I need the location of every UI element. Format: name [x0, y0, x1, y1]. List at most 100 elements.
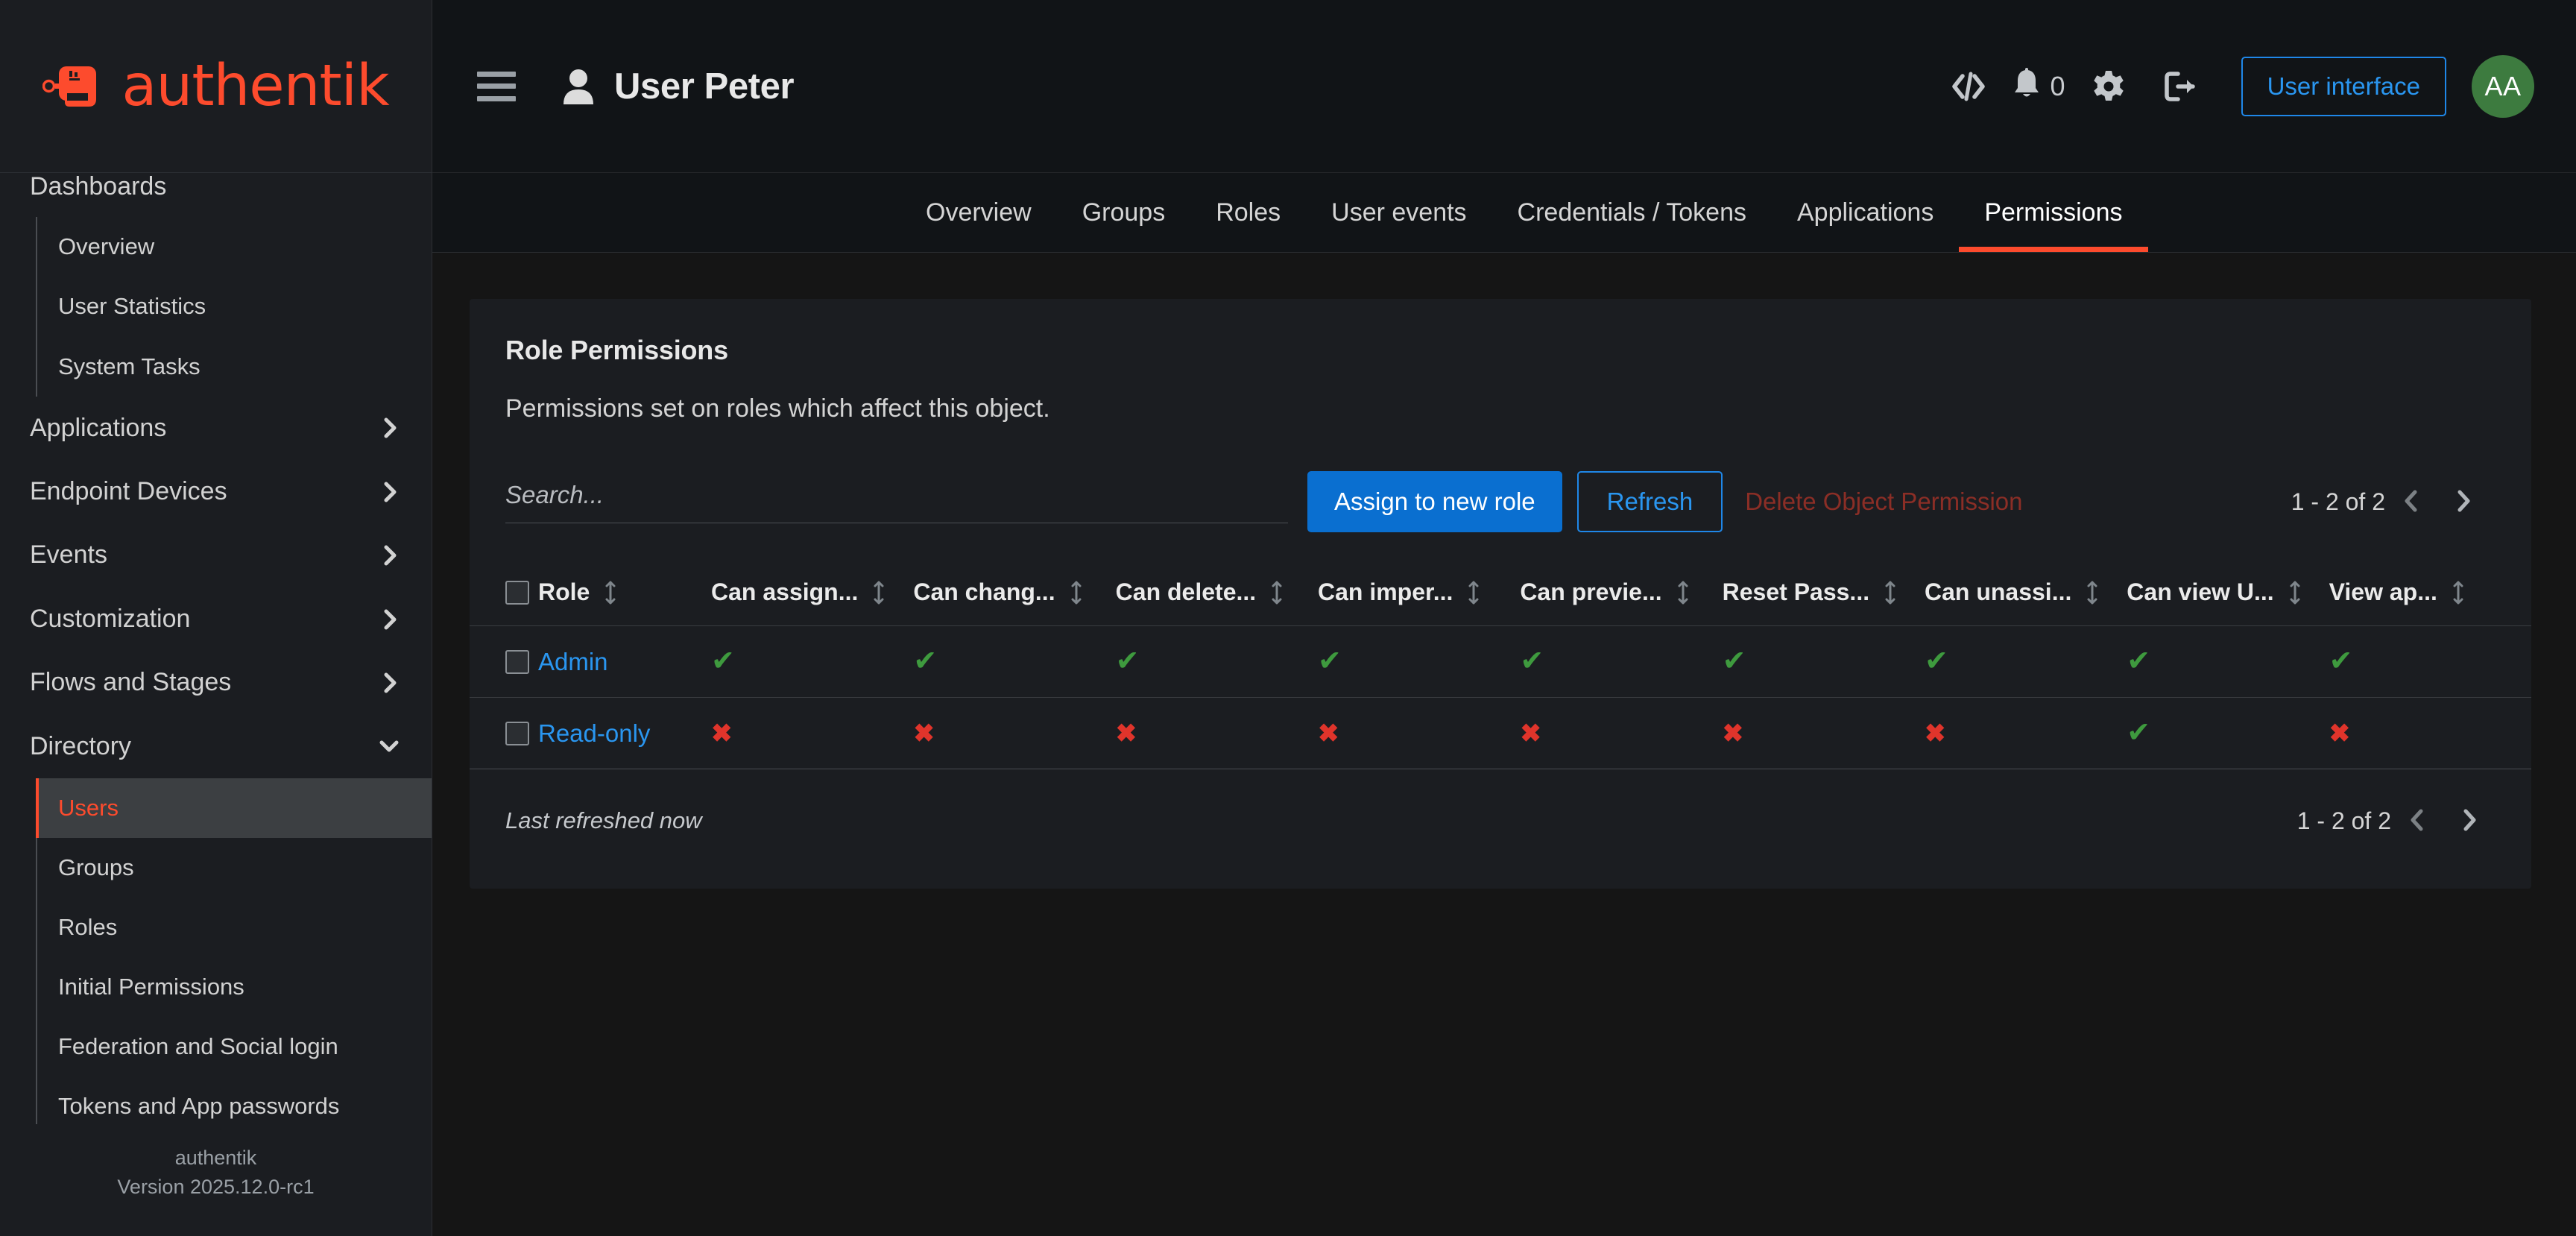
top-pagination-prev[interactable]: [2385, 476, 2437, 528]
authentik-logo-icon: [42, 66, 97, 107]
bell-notification-icon: [2012, 67, 2042, 105]
sort-arrows-icon[interactable]: [1883, 580, 1898, 605]
sort-arrows-icon[interactable]: [2288, 580, 2302, 605]
notifications-button[interactable]: 0: [2004, 67, 2073, 105]
checkbox-unchecked-icon[interactable]: [505, 580, 529, 605]
table-row[interactable]: Admin ✔ ✔ ✔ ✔ ✔ ✔ ✔ ✔ ✔: [470, 625, 2531, 698]
logout-icon[interactable]: [2144, 51, 2216, 122]
check-icon: ✔: [1722, 646, 1746, 677]
role-link[interactable]: Read-only: [538, 719, 651, 747]
sort-arrows-icon[interactable]: [1269, 580, 1284, 605]
sidebar-group-customization-label: Customization: [30, 604, 191, 633]
bottom-pagination-prev[interactable]: [2391, 795, 2443, 847]
sidebar-group-directory-label: Directory: [30, 731, 132, 760]
tab-credentials-tokens[interactable]: Credentials / Tokens: [1517, 198, 1746, 227]
column-header-can-preview[interactable]: Can previe...: [1520, 559, 1723, 626]
top-pagination-next[interactable]: [2437, 476, 2490, 528]
sidebar-item-system-tasks[interactable]: System Tasks: [58, 353, 201, 379]
main-region: User Peter: [432, 0, 2576, 1236]
sidebar-subnav-directory: Users Groups Roles Initial Permissions F…: [36, 778, 432, 1124]
column-header-can-impersonate[interactable]: Can imper...: [1317, 559, 1521, 626]
cross-icon: ✖: [2329, 719, 2351, 748]
sort-arrows-icon[interactable]: [603, 580, 618, 605]
sidebar-group-customization[interactable]: Customization: [0, 587, 432, 651]
column-header-can-impersonate-label: Can imper...: [1317, 578, 1453, 605]
tab-groups[interactable]: Groups: [1082, 198, 1166, 227]
sidebar-group-events[interactable]: Events: [0, 523, 432, 587]
tab-roles[interactable]: Roles: [1216, 198, 1281, 227]
sort-arrows-icon[interactable]: [1676, 580, 1690, 605]
checkbox-unchecked-icon[interactable]: [505, 649, 529, 674]
card-title: Role Permissions: [505, 335, 728, 365]
user-avatar-icon: [564, 69, 593, 104]
column-header-can-change-label: Can chang...: [913, 578, 1055, 605]
brand-name: authentik: [121, 53, 389, 119]
sidebar-item-roles[interactable]: Roles: [58, 914, 118, 941]
sort-arrows-icon[interactable]: [2085, 580, 2100, 605]
cross-icon: ✖: [711, 719, 733, 748]
sidebar-group-applications[interactable]: Applications: [0, 397, 432, 460]
column-header-can-delete[interactable]: Can delete...: [1115, 559, 1318, 626]
brand-header[interactable]: authentik: [0, 0, 432, 173]
code-brackets-icon[interactable]: [1933, 51, 2004, 122]
sidebar-group-flows-and-stages[interactable]: Flows and Stages: [0, 651, 432, 714]
sidebar-item-overview[interactable]: Overview: [58, 233, 155, 260]
tab-overview[interactable]: Overview: [926, 198, 1032, 227]
sidebar: authentik Dashboards Overview User Stati…: [0, 0, 432, 1236]
column-header-can-unassign[interactable]: Can unassi...: [1924, 559, 2127, 626]
table-row[interactable]: Read-only ✖ ✖ ✖ ✖ ✖ ✖ ✖ ✔ ✖: [470, 697, 2531, 769]
column-header-can-view-user[interactable]: Can view U...: [2127, 559, 2329, 626]
bottom-pagination-label: 1 - 2 of 2: [2296, 807, 2391, 834]
chevron-right-icon: [381, 608, 400, 631]
role-link[interactable]: Admin: [538, 647, 608, 675]
tab-bar: Overview Groups Roles User events Creden…: [432, 173, 2576, 253]
check-icon: ✔: [1520, 646, 1544, 677]
sidebar-item-initial-permissions[interactable]: Initial Permissions: [58, 974, 244, 1000]
refresh-button[interactable]: Refresh: [1576, 471, 1723, 532]
column-header-role[interactable]: Role: [538, 559, 711, 626]
sidebar-group-directory[interactable]: Directory: [0, 715, 432, 778]
sidebar-group-endpoint-devices-label: Endpoint Devices: [30, 477, 227, 506]
last-refreshed-label: Last refreshed now: [505, 807, 702, 833]
checkbox-unchecked-icon[interactable]: [505, 721, 529, 745]
sidebar-group-dashboards[interactable]: Dashboards: [30, 173, 167, 201]
chevron-right-icon: [381, 672, 400, 694]
cell-can-delete: ✔: [1115, 625, 1318, 698]
table-body: Admin ✔ ✔ ✔ ✔ ✔ ✔ ✔ ✔ ✔: [470, 625, 2531, 769]
sidebar-group-endpoint-devices[interactable]: Endpoint Devices: [0, 460, 432, 523]
brand-logo: authentik: [42, 53, 390, 119]
sidebar-item-groups[interactable]: Groups: [58, 854, 134, 881]
sort-arrows-icon[interactable]: [2451, 580, 2466, 605]
sidebar-subnav-dashboards: Overview User Statistics System Tasks: [36, 217, 432, 397]
hamburger-menu-icon[interactable]: [477, 71, 516, 101]
select-all-header: [470, 559, 538, 626]
role-permissions-card: Role Permissions Permissions set on role…: [470, 299, 2531, 889]
gear-settings-icon[interactable]: [2073, 51, 2144, 122]
column-header-view-app[interactable]: View ap...: [2329, 559, 2531, 626]
search-input[interactable]: [505, 480, 1288, 509]
bottom-pagination-next[interactable]: [2443, 795, 2496, 847]
sidebar-item-users[interactable]: Users: [36, 778, 432, 839]
sort-arrows-icon[interactable]: [871, 580, 886, 605]
column-header-can-assign[interactable]: Can assign...: [711, 559, 914, 626]
sidebar-item-federation-and-social-login[interactable]: Federation and Social login: [58, 1033, 338, 1060]
assign-to-new-role-button[interactable]: Assign to new role: [1307, 471, 1562, 532]
tab-user-events[interactable]: User events: [1331, 198, 1467, 227]
tab-permissions[interactable]: Permissions: [1959, 173, 2148, 252]
tab-applications[interactable]: Applications: [1796, 198, 1934, 227]
cross-icon: ✖: [1520, 719, 1541, 748]
sort-arrows-icon[interactable]: [1069, 580, 1084, 605]
cell-reset-password: ✔: [1722, 625, 1925, 698]
chevron-right-icon: [381, 417, 400, 439]
user-interface-button[interactable]: User interface: [2241, 56, 2446, 116]
column-header-can-change[interactable]: Can chang...: [913, 559, 1116, 626]
avatar[interactable]: AA: [2472, 54, 2534, 118]
card-description: Permissions set on roles which affect th…: [505, 394, 1050, 423]
row-role-cell: Admin: [538, 625, 711, 698]
sort-arrows-icon[interactable]: [1466, 580, 1481, 605]
column-header-reset-password[interactable]: Reset Pass...: [1722, 559, 1925, 626]
chevron-right-icon: [2453, 489, 2474, 515]
sidebar-item-user-statistics[interactable]: User Statistics: [58, 293, 206, 320]
delete-object-permission-button[interactable]: Delete Object Permission: [1723, 471, 2045, 532]
sidebar-item-tokens-and-app-passwords[interactable]: Tokens and App passwords: [58, 1093, 340, 1120]
